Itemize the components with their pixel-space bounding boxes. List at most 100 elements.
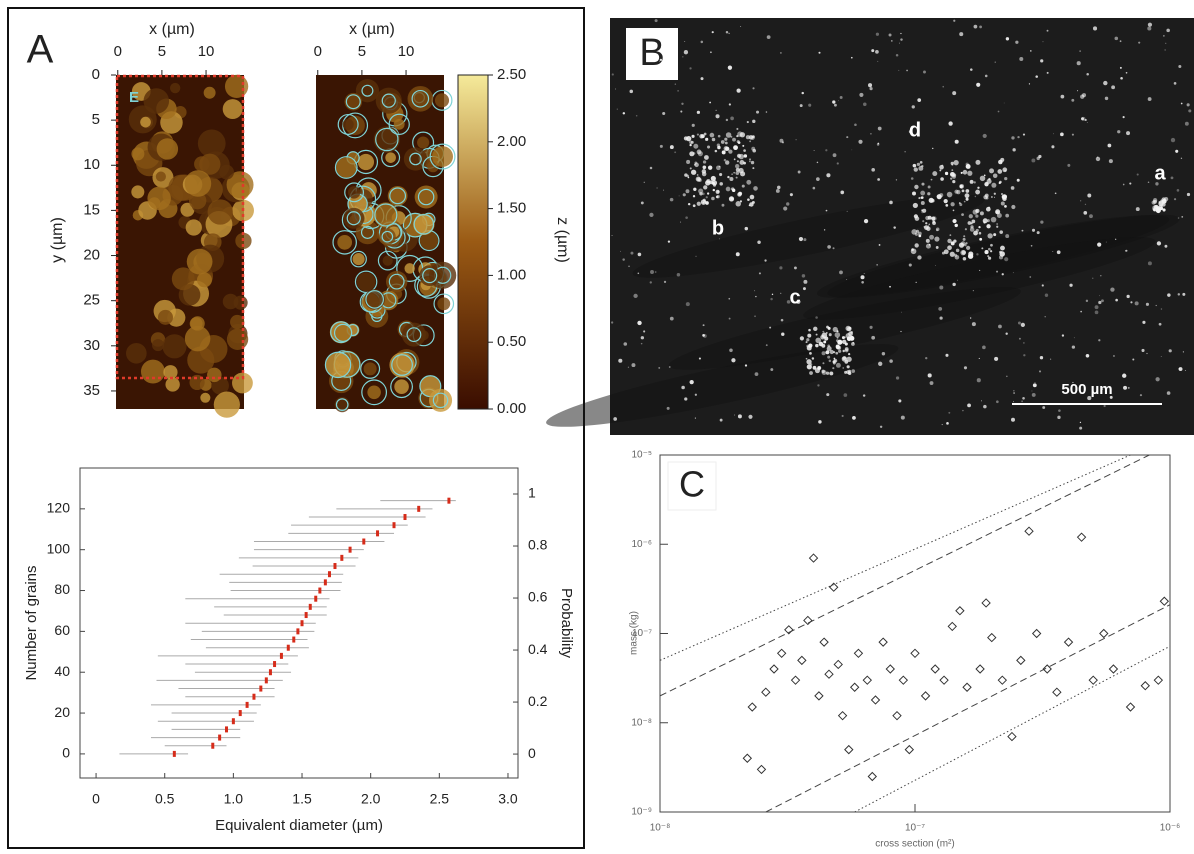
cluster-speck [733, 158, 736, 161]
speck [1032, 383, 1037, 388]
grain-outline [406, 327, 422, 343]
cluster-speck [736, 153, 742, 159]
cluster-speck [823, 340, 827, 344]
grain [367, 385, 381, 400]
speck [911, 105, 915, 109]
point [333, 563, 337, 570]
cluster-speck [844, 370, 847, 374]
speck [1107, 143, 1112, 148]
cluster-speck [932, 220, 936, 224]
speck [1138, 41, 1141, 44]
speck [817, 384, 820, 387]
scale-bar-label: 500 µm [1061, 381, 1112, 398]
speck [962, 256, 967, 261]
speck [948, 411, 951, 414]
cluster-speck [984, 181, 989, 187]
grain [355, 220, 380, 245]
speck [637, 320, 642, 326]
cluster-speck [837, 339, 843, 345]
speck [1119, 40, 1122, 43]
speck [658, 366, 661, 369]
speck [1114, 238, 1117, 241]
cluster-speck [964, 228, 967, 231]
speck [979, 25, 982, 29]
colorbar-tick-label: 0.00 [497, 400, 526, 417]
speck [1122, 116, 1125, 119]
cluster-speck [821, 369, 825, 374]
point [268, 669, 272, 676]
cluster-speck [692, 204, 696, 208]
speck [889, 200, 893, 205]
grain [393, 118, 405, 130]
cluster-speck [822, 362, 825, 365]
speck [764, 259, 767, 262]
speck [1011, 204, 1016, 210]
cluster-speck [947, 238, 952, 244]
speck [1046, 29, 1049, 32]
speck [994, 61, 996, 63]
grain [187, 346, 215, 374]
speck [660, 62, 664, 67]
speck [1182, 351, 1185, 353]
speck [694, 393, 697, 396]
speck [1135, 207, 1140, 212]
speck [1132, 358, 1135, 361]
cluster-speck [943, 249, 949, 255]
grain-outline [360, 358, 381, 379]
speck [954, 139, 959, 144]
grain [230, 314, 245, 330]
speck [728, 297, 731, 300]
speck [1166, 391, 1171, 395]
point [1125, 702, 1136, 712]
cluster-speck [1162, 208, 1166, 212]
point [819, 637, 829, 647]
point [231, 718, 235, 725]
speck [927, 373, 932, 378]
grain-outline [332, 230, 357, 255]
cluster-speck [935, 246, 939, 249]
reference-line [854, 645, 1171, 813]
point [837, 710, 848, 721]
grain [378, 228, 396, 246]
speck [643, 181, 645, 183]
speck [1085, 354, 1090, 358]
speck [678, 195, 680, 197]
cluster-speck [750, 160, 755, 165]
speck [689, 67, 692, 70]
cluster-speck [836, 330, 839, 333]
speck [1053, 133, 1054, 135]
cluster-speck [690, 169, 697, 175]
speck [1018, 337, 1021, 340]
cluster-speck [838, 349, 842, 353]
cluster-speck [1000, 193, 1003, 196]
speck [798, 236, 804, 242]
speck [996, 270, 999, 273]
speck [736, 88, 741, 93]
y-tick-label: 10⁻⁷ [632, 628, 652, 639]
speck [942, 85, 945, 88]
cluster-speck [741, 184, 745, 188]
speck [730, 116, 734, 121]
speck [795, 139, 797, 141]
speck [854, 123, 857, 127]
speck [1086, 72, 1089, 76]
speck [1178, 367, 1183, 371]
speck [752, 119, 756, 124]
cluster-speck [721, 150, 726, 155]
x-tick-label: 5 [358, 43, 366, 60]
cluster-speck [707, 165, 713, 170]
point [273, 661, 277, 668]
speck [1057, 415, 1061, 419]
speck [1005, 332, 1008, 335]
grain [394, 379, 409, 394]
speck [733, 414, 736, 416]
speck [1098, 339, 1101, 342]
grain [373, 126, 401, 153]
cluster-speck [1153, 204, 1158, 210]
cluster-speck [692, 195, 696, 198]
speck [643, 330, 646, 333]
grain-outline [417, 188, 435, 206]
speck [1069, 283, 1073, 287]
cluster-speck [916, 162, 921, 167]
grain [364, 289, 385, 310]
